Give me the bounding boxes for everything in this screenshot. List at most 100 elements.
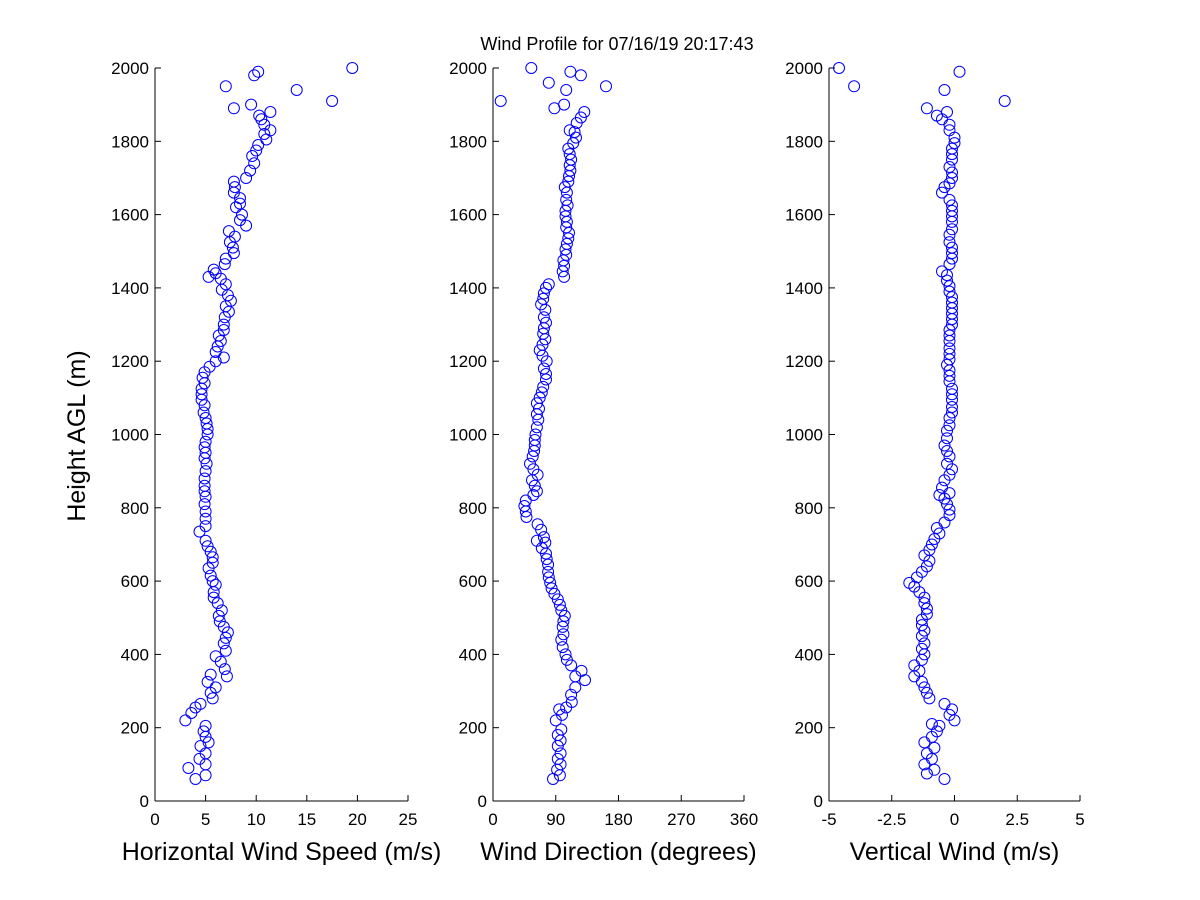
data-point [542,278,555,291]
data-point [199,465,212,478]
data-point [252,139,265,151]
data-point [212,609,225,622]
y-tick-label: 400 [795,645,823,664]
data-point [943,369,956,382]
data-point [936,186,948,199]
data-point [540,368,552,380]
data-point [575,664,588,677]
data-point [557,628,570,641]
data-point [565,696,578,708]
data-point [201,675,214,688]
data-point [253,109,266,122]
data-point [264,106,277,118]
data-point [946,241,958,254]
y-tick-label: 800 [121,499,149,518]
data-point [209,355,222,368]
data-point [946,388,958,401]
data-point [918,736,931,749]
data-point [527,489,540,501]
data-point [198,479,211,492]
data-point [199,412,212,424]
y-tick-label: 1400 [785,279,823,298]
data-point [933,489,946,501]
data-point [540,553,553,566]
data-point [528,479,541,492]
y-tick-label: 1800 [785,132,823,151]
data-point [198,485,211,498]
data-point [998,95,1011,107]
data-point [346,62,359,74]
data-point [946,296,958,309]
x-tick-label: 5 [201,810,210,829]
data-point [227,102,240,115]
data-point [537,287,550,300]
y-tick-label: 1200 [449,352,487,371]
data-point [202,736,215,749]
data-point [196,371,209,384]
data-point [198,441,211,454]
x-tick-label: 15 [297,810,316,829]
data-point [252,65,265,78]
data-point [943,503,956,516]
data-point [199,520,212,533]
data-point [219,644,232,657]
data-point [943,708,956,721]
data-point [561,199,574,212]
data-point [915,642,928,655]
data-point [529,428,542,441]
data-point [195,388,208,401]
data-point [248,157,261,170]
data-point [946,291,958,304]
y-tick-label: 400 [459,645,487,664]
data-point [563,148,576,161]
panel-vertical-wind: -5 -2.5 0 2.5 5 0 200 400 600 800 1000 1200 1400 1600… [785,59,1085,866]
data-point [537,311,550,324]
y-tick-label: 400 [121,645,149,664]
data-point [524,457,536,470]
data-point [240,172,253,184]
data-point [946,223,958,236]
data-point [556,641,569,654]
data-point [245,98,258,111]
data-point [943,236,956,249]
data-point [563,124,576,137]
x-tick-label: 90 [546,810,565,829]
y-tick-label: 800 [795,499,823,518]
data-point [943,412,956,424]
x-tick-label: 360 [730,810,758,829]
data-point [943,258,956,271]
data-point [943,285,956,298]
data-point [559,243,572,256]
data-point [560,84,573,96]
y-tick-label: 2000 [449,59,487,78]
data-point [234,197,246,210]
data-point [209,346,222,358]
data-point [553,703,566,716]
data-point [936,481,948,494]
data-point [941,498,953,511]
data-point [494,95,507,107]
data-point [941,274,953,287]
data-point [199,534,212,547]
data-point [941,424,953,437]
x-tick-label: 5 [1075,810,1084,829]
data-point [920,102,933,115]
data-point [222,225,235,238]
y-tick-label: 2000 [785,59,823,78]
data-point [918,597,931,610]
data-point [199,769,212,782]
x-tick-label: 2.5 [1005,810,1029,829]
data-point [537,292,550,305]
data-point [199,512,212,525]
data-point [946,247,958,260]
data-point [946,166,958,179]
y-tick-label: 1000 [111,426,149,445]
data-point [530,421,543,434]
data-point [941,432,953,445]
data-point [554,747,567,760]
y-tick-label: 600 [459,572,487,591]
data-point [219,252,232,265]
data-point [535,298,548,311]
data-point [533,391,546,404]
data-point [220,670,233,683]
